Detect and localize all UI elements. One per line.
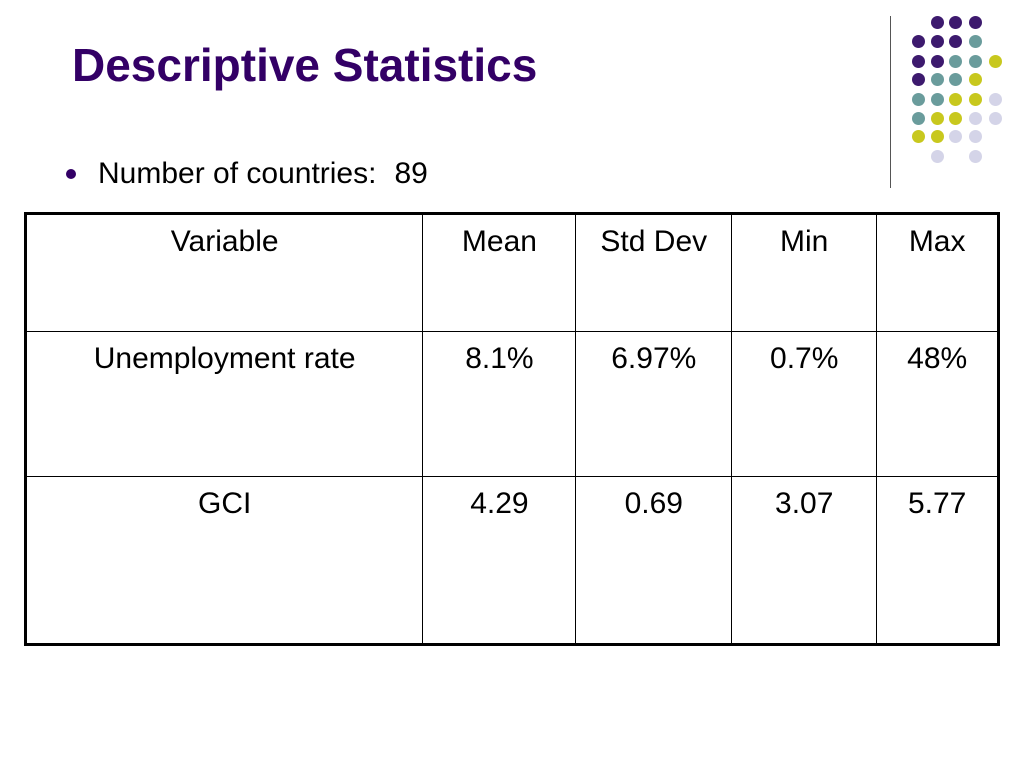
decorative-dot-grid-icon — [906, 12, 1010, 168]
decorative-dot-icon — [912, 93, 925, 106]
header-mean: Mean — [422, 213, 577, 332]
cell-variable: GCI — [24, 476, 424, 645]
decorative-dot-icon — [931, 93, 944, 106]
decorative-dot-icon — [949, 112, 962, 125]
header-min: Min — [731, 213, 878, 332]
decorative-dot-icon — [931, 73, 944, 86]
decorative-dot-icon — [969, 55, 982, 68]
decorative-dot-icon — [989, 55, 1002, 68]
decorative-dot-icon — [912, 130, 925, 143]
decorative-dot-icon — [931, 150, 944, 163]
bullet-item: Number of countries: 89 — [66, 156, 428, 192]
cell-max: 48% — [876, 331, 999, 477]
header-std-dev: Std Dev — [575, 213, 733, 332]
table-header-row: Variable Mean Std Dev Min Max — [24, 213, 999, 332]
decorative-dot-icon — [949, 16, 962, 29]
table-row: GCI 4.29 0.69 3.07 5.77 — [24, 476, 999, 645]
slide-title: Descriptive Statistics — [72, 39, 538, 91]
decorative-dot-icon — [931, 130, 944, 143]
cell-max: 5.77 — [876, 476, 999, 645]
table-row: Unemployment rate 8.1% 6.97% 0.7% 48% — [24, 331, 999, 477]
decorative-dot-icon — [969, 16, 982, 29]
decorative-dot-icon — [931, 16, 944, 29]
decorative-dot-icon — [949, 55, 962, 68]
cell-mean: 4.29 — [422, 476, 577, 645]
decorative-dot-icon — [969, 35, 982, 48]
decorative-dot-icon — [969, 112, 982, 125]
bullet-label: Number of countries: — [98, 157, 377, 190]
header-variable: Variable — [24, 213, 424, 332]
decorative-dot-icon — [969, 73, 982, 86]
decorative-dot-icon — [969, 130, 982, 143]
cell-min: 0.7% — [731, 331, 878, 477]
cell-variable: Unemployment rate — [24, 331, 424, 477]
decorative-dot-icon — [931, 55, 944, 68]
statistics-table: Variable Mean Std Dev Min Max Unemployme… — [24, 212, 1000, 646]
cell-std-dev: 6.97% — [575, 331, 733, 477]
bullet-value: 89 — [394, 157, 428, 190]
decorative-dot-icon — [912, 35, 925, 48]
decorative-dot-icon — [969, 150, 982, 163]
cell-std-dev: 0.69 — [575, 476, 733, 645]
decorative-dot-icon — [912, 112, 925, 125]
decorative-dot-icon — [969, 93, 982, 106]
cell-min: 3.07 — [731, 476, 878, 645]
decorative-dot-icon — [949, 35, 962, 48]
decorative-divider — [890, 16, 891, 188]
decorative-dot-icon — [949, 93, 962, 106]
decorative-dot-icon — [931, 35, 944, 48]
decorative-dot-icon — [989, 112, 1002, 125]
decorative-dot-icon — [949, 130, 962, 143]
decorative-dot-icon — [931, 112, 944, 125]
cell-mean: 8.1% — [422, 331, 577, 477]
header-max: Max — [876, 213, 999, 332]
decorative-dot-icon — [949, 73, 962, 86]
decorative-dot-icon — [989, 93, 1002, 106]
decorative-dot-icon — [912, 73, 925, 86]
decorative-dot-icon — [912, 55, 925, 68]
bullet-icon — [66, 169, 76, 179]
